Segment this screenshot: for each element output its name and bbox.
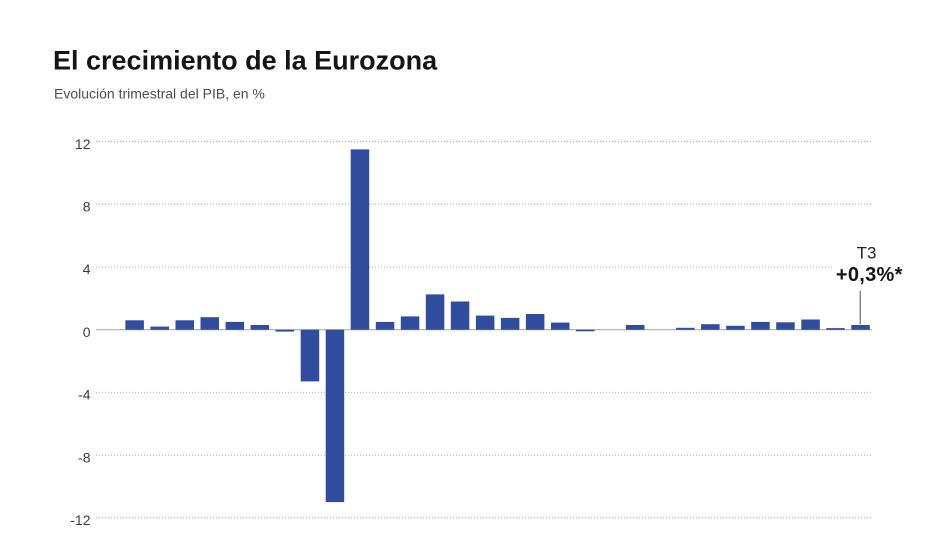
svg-text:-12: -12	[70, 512, 90, 528]
svg-text:8: 8	[83, 199, 91, 215]
svg-text:Evolución trimestral del PIB,: Evolución trimestral del PIB, en %	[54, 86, 265, 102]
svg-text:El crecimiento de la Eurozona: El crecimiento de la Eurozona	[53, 46, 438, 76]
svg-text:12: 12	[75, 136, 91, 152]
svg-text:T3: T3	[857, 243, 877, 262]
svg-text:-4: -4	[78, 387, 91, 403]
svg-text:+0,3%*: +0,3%*	[836, 264, 903, 286]
svg-text:4: 4	[83, 261, 91, 277]
svg-text:0: 0	[83, 324, 91, 340]
svg-text:-8: -8	[78, 449, 91, 465]
